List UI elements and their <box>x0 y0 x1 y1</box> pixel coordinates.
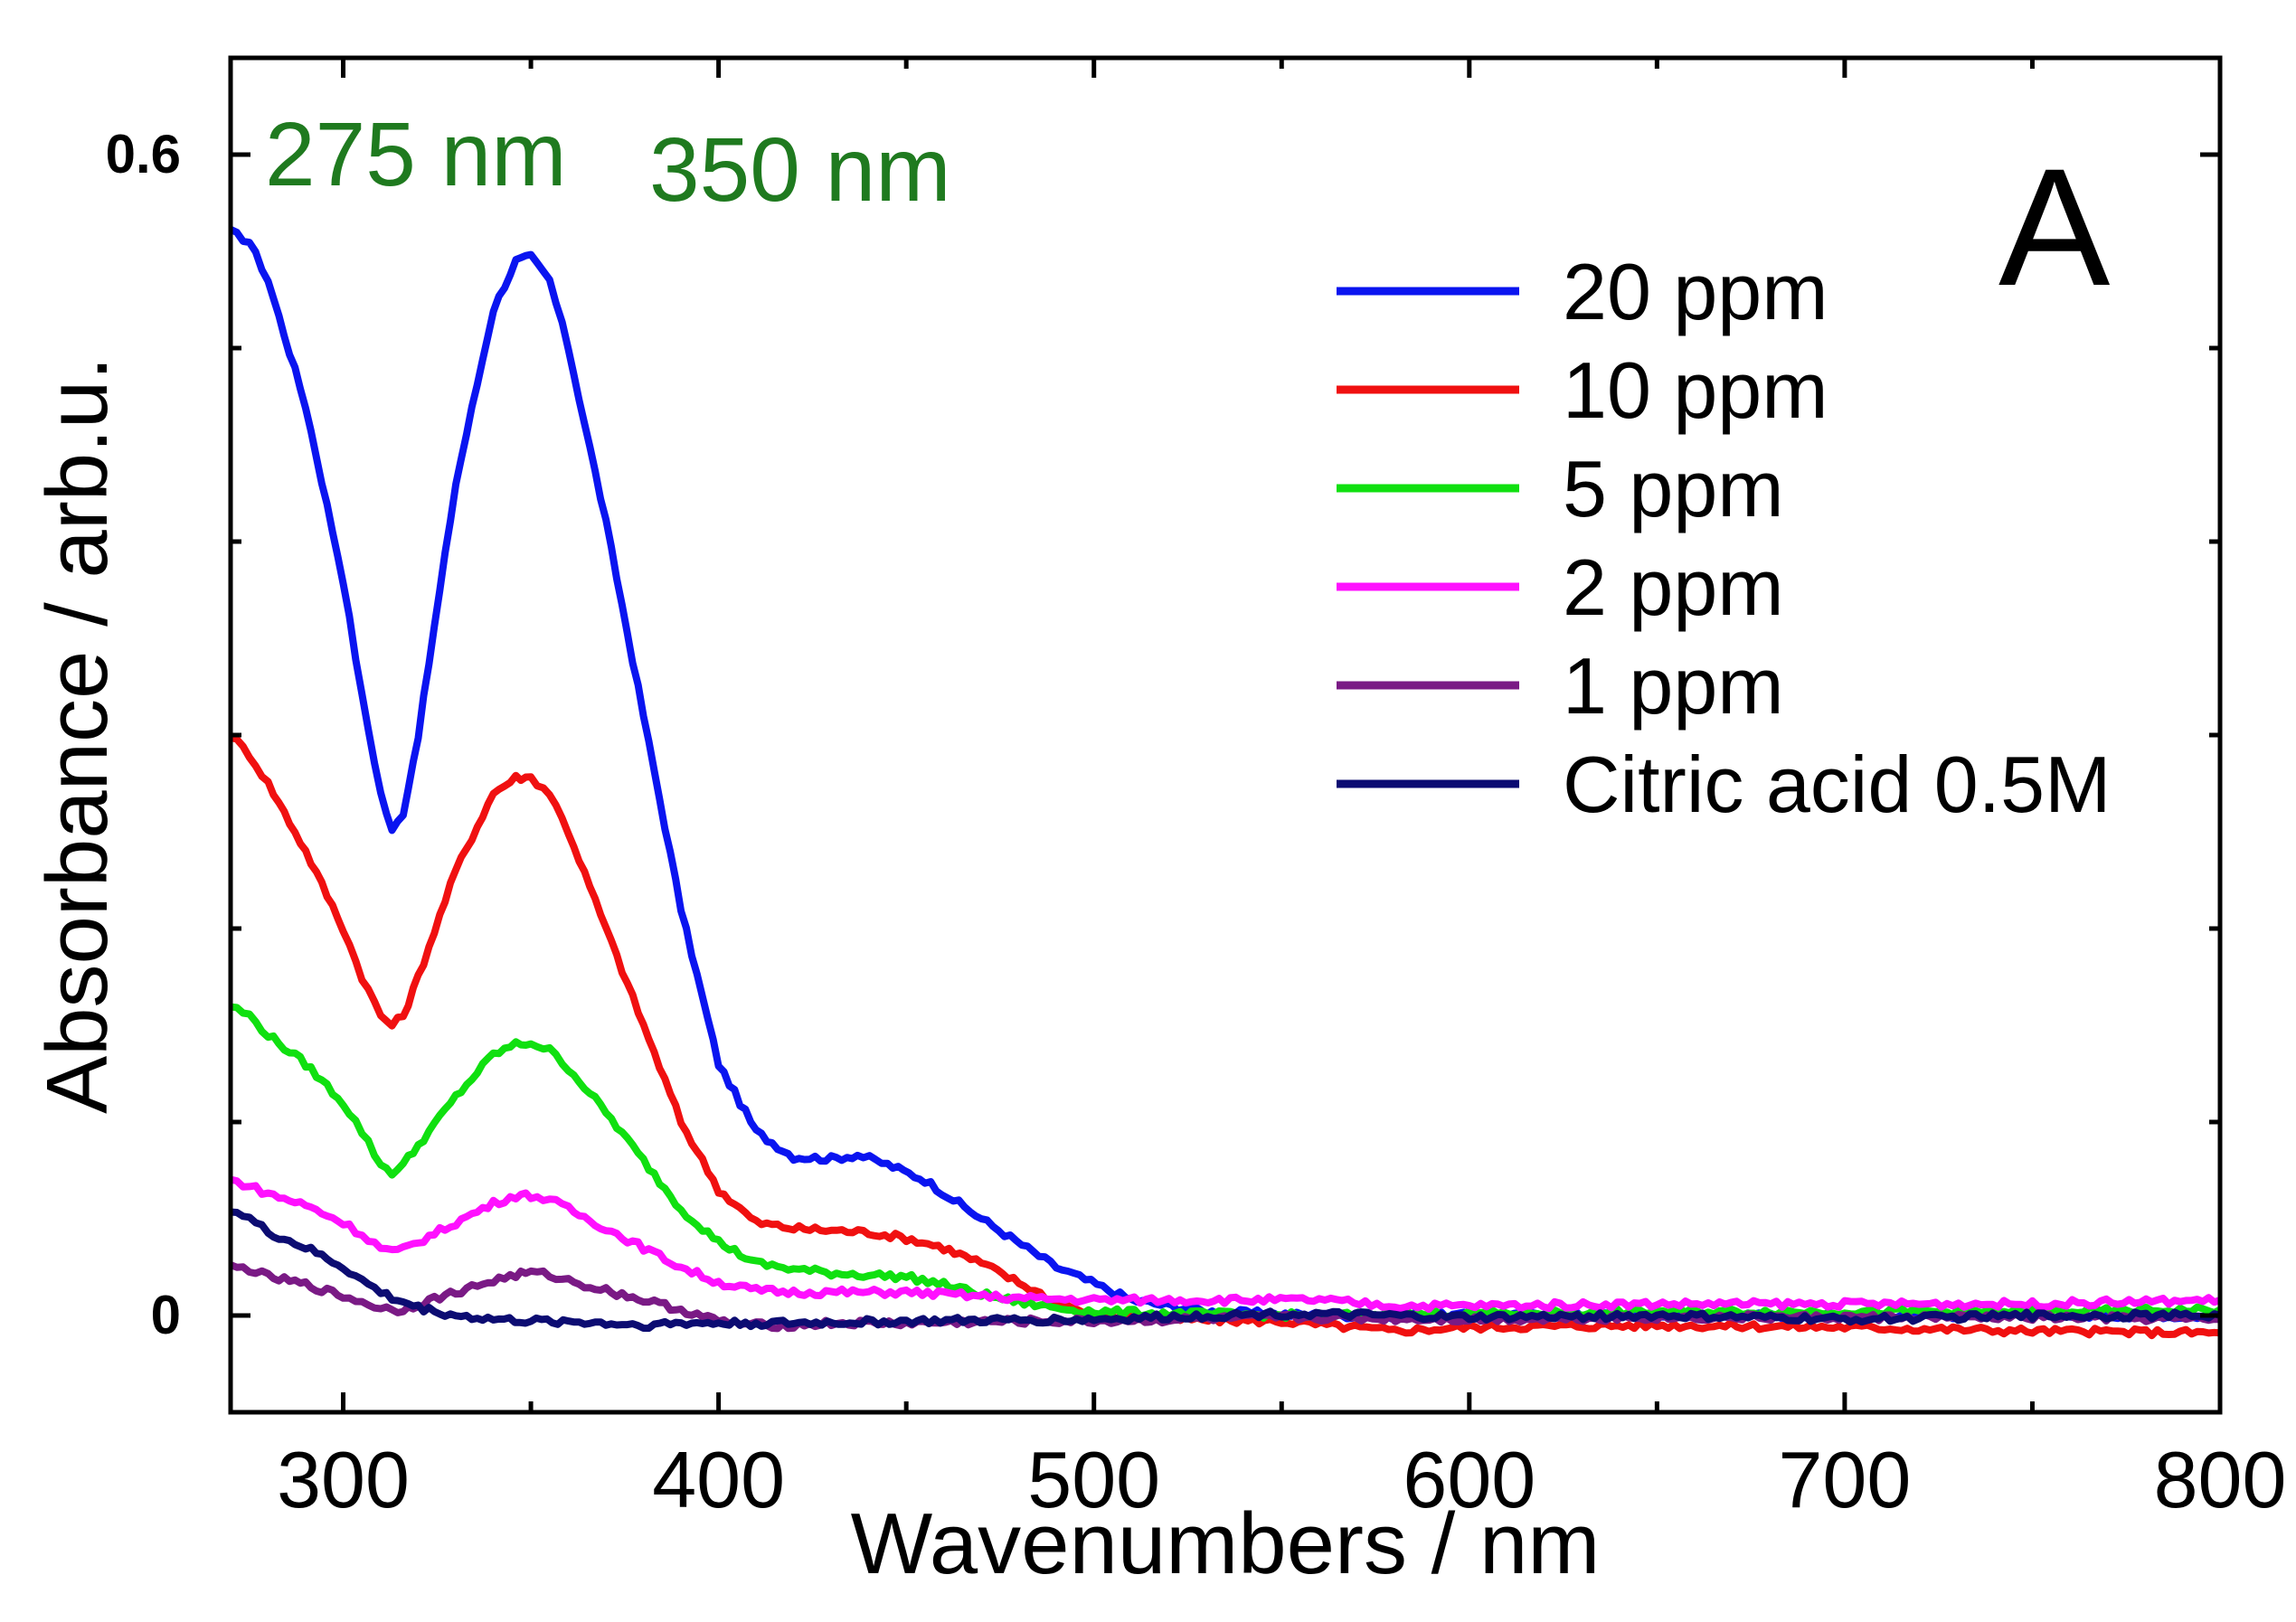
legend-label: 5 ppm <box>1563 444 1784 533</box>
x-tick-label: 600 <box>1403 1435 1535 1524</box>
legend-label: 1 ppm <box>1563 641 1784 731</box>
x-tick-label: 500 <box>1027 1435 1160 1524</box>
annotation-275nm: 275 nm <box>265 104 567 205</box>
tick-layer: 300 400 500 600 700 800 0 0.6 <box>106 58 2287 1524</box>
annotation-350nm: 350 nm <box>649 119 951 221</box>
y-tick-label: 0 <box>151 1285 181 1345</box>
legend-label: 10 ppm <box>1563 345 1828 435</box>
legend-label: 20 ppm <box>1563 247 1828 336</box>
series-line-citric-acid-0-5m <box>231 1208 2220 1333</box>
x-tick-label: 800 <box>2154 1435 2287 1524</box>
x-tick-label: 300 <box>277 1435 410 1524</box>
x-tick-label: 700 <box>1778 1435 1911 1524</box>
x-tick-label: 400 <box>652 1435 785 1524</box>
series-line-2-ppm <box>231 1175 2220 1313</box>
legend-label: 2 ppm <box>1563 542 1784 632</box>
y-tick-label: 0.6 <box>106 124 181 184</box>
legend-label: Citric acid 0.5M <box>1563 740 2111 829</box>
x-axis-title: Wavenumbers / nm <box>851 1495 1601 1592</box>
panel-label: A <box>1998 135 2111 321</box>
series-layer <box>231 226 2220 1340</box>
y-axis-title: Absorbance / arb.u. <box>29 356 126 1114</box>
